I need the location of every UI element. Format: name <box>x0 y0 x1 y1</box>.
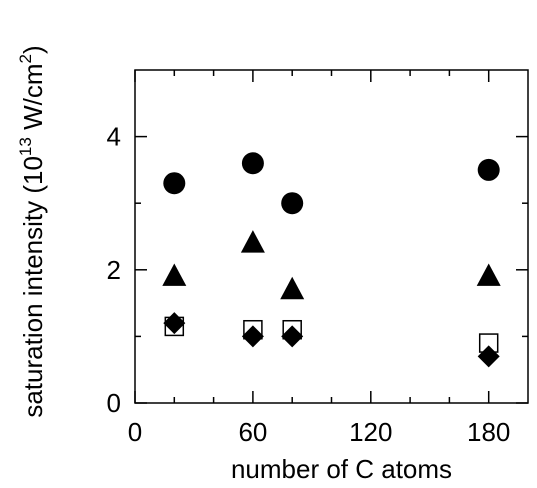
y-tick-label: 2 <box>107 255 121 285</box>
x-tick-label: 0 <box>128 417 142 447</box>
y-axis-label-exponent: 13 <box>16 137 35 156</box>
y-axis-label-suffix: ) <box>18 45 48 54</box>
data-point-circle <box>163 172 186 195</box>
x-tick-label: 180 <box>467 417 510 447</box>
data-point-circle <box>241 152 264 175</box>
tick-labels-layer: 0 60 120 180 0 2 4 <box>107 122 511 447</box>
axes-layer <box>134 69 529 404</box>
data-point-diamond <box>163 312 186 335</box>
y-axis-label-units: W/cm <box>18 63 48 137</box>
data-point-circle <box>281 192 304 215</box>
y-axis-label-units-exponent: 2 <box>16 54 35 63</box>
y-tick-label: 4 <box>107 122 121 152</box>
y-axis-label-prefix: saturation intensity (10 <box>18 156 48 418</box>
data-point-diamond <box>477 345 500 368</box>
x-axis-label: number of C atoms <box>231 454 452 484</box>
plot-frame <box>134 69 529 404</box>
ticks-layer <box>134 70 528 404</box>
data-point-diamond <box>281 325 304 348</box>
x-tick-label: 60 <box>238 417 267 447</box>
y-tick-label: 0 <box>107 388 121 418</box>
data-point-triangle <box>280 276 305 300</box>
data-point-circle <box>477 158 500 181</box>
x-tick-label: 120 <box>349 417 392 447</box>
data-point-diamond <box>241 325 264 348</box>
data-point-triangle <box>162 263 187 286</box>
data-point-triangle <box>476 263 501 286</box>
data-point-triangle <box>240 230 265 253</box>
y-axis-label: saturation intensity (1013 W/cm2) <box>16 45 48 417</box>
data-marks-layer <box>162 152 501 368</box>
